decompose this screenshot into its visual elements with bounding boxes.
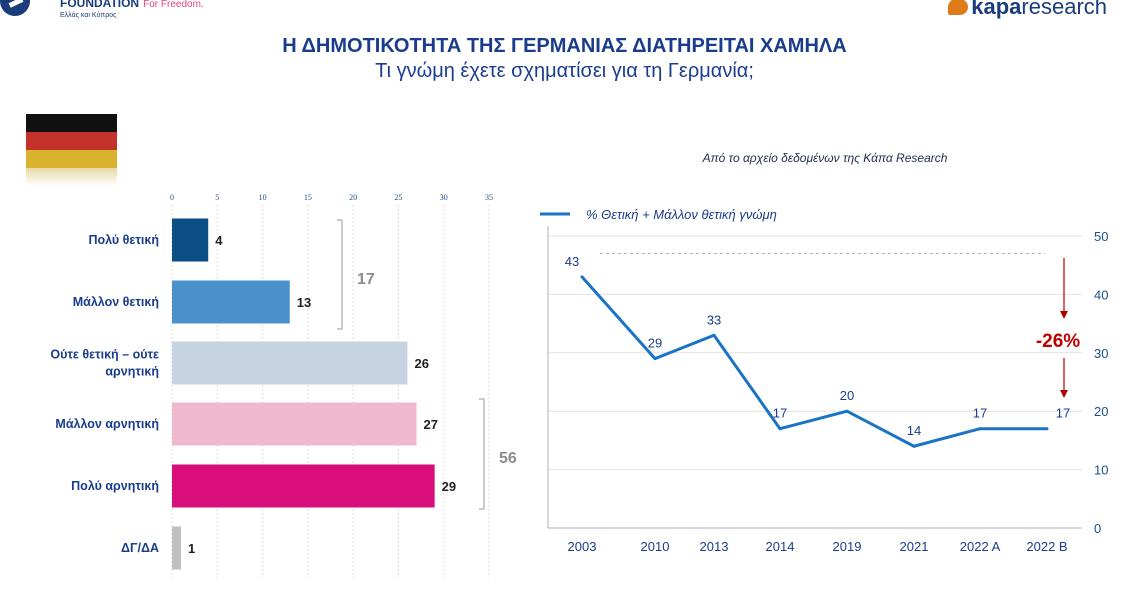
line-y-tick: 10 [1094, 463, 1108, 478]
data-point [1045, 427, 1049, 431]
line-x-tick: 2010 [641, 539, 670, 554]
arrow-down-icon [1060, 311, 1068, 319]
bar-x-tick: 20 [349, 193, 357, 202]
line-y-tick: 40 [1094, 287, 1108, 302]
bar [172, 526, 182, 570]
data-point [653, 357, 657, 361]
bar-category-label: Μάλλον θετική [73, 295, 159, 309]
foundation-logo: FOUNDATION For Freedom. Ελλάς και Κύπρος [0, 0, 204, 24]
bar-value-label: 29 [442, 479, 456, 494]
data-point-label: 17 [1056, 406, 1070, 421]
kapa-mark-icon [948, 0, 969, 15]
flag-stripe-black [26, 114, 117, 132]
data-point [912, 444, 916, 448]
foundation-emblem-icon [0, 0, 30, 16]
kapa-logo-text: kapa [971, 0, 1022, 19]
bar-category-label: αρνητική [105, 365, 159, 379]
line-x-tick: 2022 Α [960, 539, 1001, 554]
data-point-label: 20 [840, 388, 854, 403]
series-line [580, 275, 1047, 448]
bar [172, 464, 435, 508]
bar-category-label: Ούτε θετική – ούτε [50, 348, 159, 362]
foundation-subtitle: Ελλάς και Κύπρος [60, 12, 117, 19]
group-total-label: 56 [499, 450, 517, 467]
line-y-tick: 30 [1094, 346, 1108, 361]
page-subtitle: Τι γνώμη έχετε σχηματίσει για τη Γερμανί… [375, 60, 754, 82]
legend-label: % Θετική + Μάλλον θετική γνώμη [586, 207, 777, 222]
bar-category-label: Μάλλον αρνητική [55, 417, 159, 431]
bar-x-tick: 0 [170, 193, 174, 202]
bar-value-label: 27 [424, 417, 438, 432]
flag-stripe-gold [26, 150, 117, 168]
group-bracket [479, 398, 485, 510]
bar-category-label: Πολύ θετική [88, 233, 159, 247]
bar [172, 341, 408, 385]
line-x-tick: 2021 [900, 539, 929, 554]
page-title: Η ΔΗΜΟΤΙΚΟΤΗΤΑ ΤΗΣ ΓΕΡΜΑΝΙΑΣ ΔΙΑΤΗΡΕΙΤΑΙ… [282, 35, 847, 57]
group-total-label: 17 [357, 271, 375, 288]
bar-value-label: 4 [215, 233, 223, 248]
line-x-tick: 2022 Β [1026, 539, 1067, 554]
bar-x-tick: 35 [485, 193, 493, 202]
line-x-tick: 2003 [568, 539, 597, 554]
data-point-label: 17 [773, 406, 787, 421]
data-point-label: 43 [565, 254, 579, 269]
bar-x-tick: 15 [304, 193, 312, 202]
data-point-label: 33 [707, 312, 721, 327]
arrow-down-icon [1060, 390, 1068, 398]
data-point [580, 275, 584, 279]
line-x-tick: 2014 [766, 539, 795, 554]
foundation-brand-text: FOUNDATION [60, 0, 140, 10]
bar [172, 280, 290, 324]
data-point [978, 427, 982, 431]
data-point-label: 14 [907, 423, 921, 438]
germany-flag-icon [26, 114, 117, 186]
flag-fade [26, 168, 117, 186]
data-point-label: 17 [973, 406, 987, 421]
group-bracket [337, 219, 343, 330]
data-point [778, 427, 782, 431]
bar [172, 402, 417, 446]
bar-value-label: 13 [297, 295, 311, 310]
data-point-label: 29 [648, 336, 662, 351]
bar-x-tick: 5 [215, 193, 219, 202]
line-y-tick: 0 [1094, 521, 1101, 536]
bar-category-label: ΔΓ/ΔΑ [121, 541, 159, 555]
line-x-tick: 2019 [833, 539, 862, 554]
foundation-tagline: For Freedom. [143, 0, 204, 10]
line-y-tick: 50 [1094, 229, 1108, 244]
data-point [845, 409, 849, 413]
change-label: -26% [1036, 331, 1080, 352]
source-note: Από το αρχείο δεδομένων της Κάπα Researc… [702, 151, 948, 165]
bar-category-label: Πολύ αρνητική [71, 479, 159, 493]
bar-x-tick: 10 [259, 193, 267, 202]
bar-value-label: 26 [414, 356, 428, 371]
research-logo-text: research [1021, 0, 1107, 19]
kapa-research-logo: kaparesearch [948, 0, 1107, 19]
line-y-tick: 20 [1094, 404, 1108, 419]
bar [172, 218, 209, 262]
bar-value-label: 1 [188, 541, 195, 556]
bar-x-tick: 25 [394, 193, 402, 202]
bar-x-tick: 30 [440, 193, 448, 202]
data-point [712, 333, 716, 337]
flag-stripe-red [26, 132, 117, 150]
line-x-tick: 2013 [700, 539, 729, 554]
